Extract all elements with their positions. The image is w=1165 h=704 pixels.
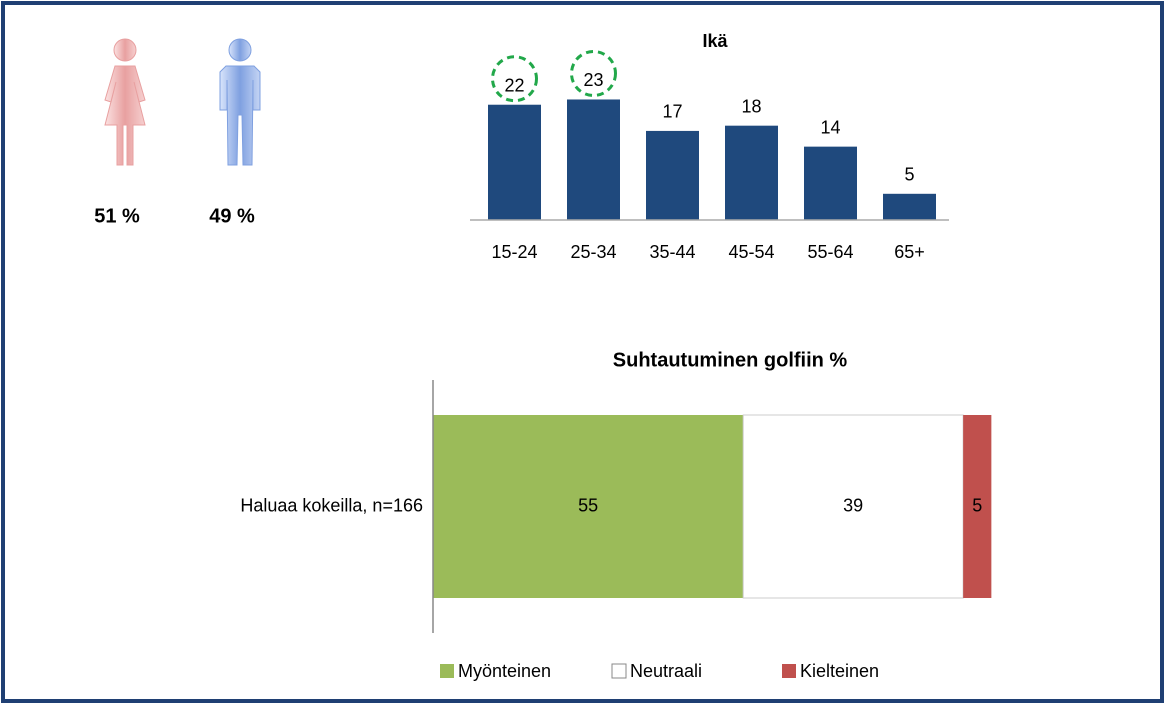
- value-label: 18: [741, 96, 761, 116]
- bar-segment: [963, 415, 992, 598]
- legend-swatch: [782, 664, 796, 678]
- value-label: 55: [578, 495, 598, 515]
- bar: [646, 130, 699, 220]
- percent-label: 51 %: [94, 205, 140, 227]
- legend-swatch: [440, 664, 454, 678]
- legend-label: Myönteinen: [458, 661, 551, 681]
- figure: [219, 65, 261, 166]
- x-tick-label: 65+: [894, 242, 925, 262]
- value-label: 5: [904, 165, 914, 185]
- bar: [883, 193, 936, 220]
- figure-head: [113, 38, 137, 62]
- value-label: 23: [583, 70, 603, 90]
- figure-head: [228, 38, 252, 62]
- value-label: 39: [843, 495, 863, 515]
- legend-swatch: [611, 663, 627, 679]
- x-tick-label: 35-44: [649, 242, 695, 262]
- x-tick-label: 15-24: [491, 242, 537, 262]
- value-label: 17: [662, 102, 682, 122]
- highlight-circle: [570, 49, 617, 97]
- x-tick-label: 25-34: [570, 242, 616, 262]
- legend-label: Kielteinen: [800, 661, 879, 681]
- x-tick-label: 55-64: [807, 242, 853, 262]
- value-label: 22: [504, 75, 524, 95]
- age-title: Ikä: [702, 31, 728, 51]
- bar: [804, 146, 857, 220]
- attitude-title: Suhtautuminen golfiin %: [613, 349, 848, 371]
- category-label: Haluaa kokeilla, n=166: [240, 495, 423, 515]
- legend-label: Neutraali: [630, 661, 702, 681]
- percent-label: 49 %: [209, 205, 255, 227]
- bar-segment: [433, 415, 744, 598]
- bar: [725, 125, 778, 220]
- bar: [567, 99, 620, 220]
- value-label: 14: [820, 117, 840, 137]
- bar-segment: [742, 414, 964, 599]
- figure: [104, 65, 146, 166]
- highlight-circle: [491, 55, 538, 103]
- bar: [488, 104, 541, 220]
- value-label: 5: [972, 495, 982, 515]
- x-tick-label: 45-54: [728, 242, 774, 262]
